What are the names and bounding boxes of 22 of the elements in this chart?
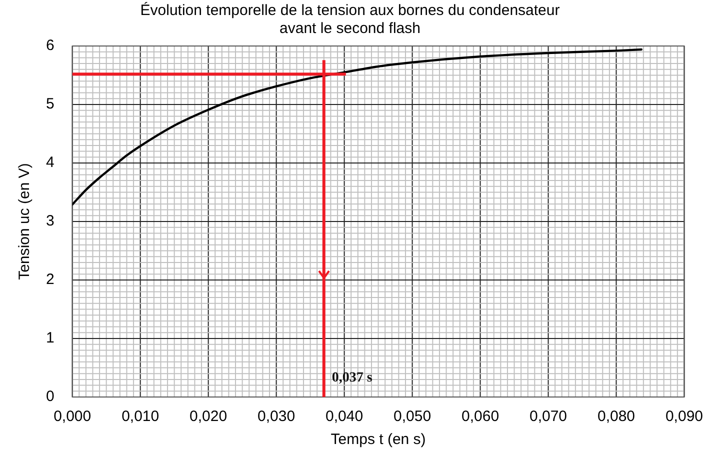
x-tick-label: 0,050 xyxy=(394,408,432,426)
ref-line-label: 0,037 s xyxy=(332,370,373,386)
y-tick-label: 0 xyxy=(46,388,54,406)
x-tick-label: 0,030 xyxy=(258,408,296,426)
x-tick-label: 0,060 xyxy=(461,408,500,426)
y-tick-label: 4 xyxy=(46,154,54,172)
x-tick-label: 0,090 xyxy=(665,408,704,426)
chart-title: Évolution temporelle de la tension aux bornes du condensateur avant le second flash xyxy=(140,1,560,38)
x-tick-label: 0,000 xyxy=(54,408,92,426)
y-tick-label: 1 xyxy=(46,330,54,347)
x-axis-title: Temps t (en s) xyxy=(330,431,426,448)
line-series xyxy=(72,48,642,206)
x-tick-label: 0,040 xyxy=(326,408,364,426)
x-tick-label: 0,020 xyxy=(190,408,228,426)
y-tick-label: 5 xyxy=(46,96,54,113)
y-tick-label: 3 xyxy=(46,212,54,230)
y-tick-label: 6 xyxy=(46,37,54,54)
x-tick-label: 0,070 xyxy=(529,408,568,426)
y-axis-title: Tension uc (en V) xyxy=(16,163,34,280)
y-tick-label: 2 xyxy=(46,271,54,288)
x-tick-label: 0,010 xyxy=(122,408,160,426)
x-tick-label: 0,080 xyxy=(597,408,636,426)
